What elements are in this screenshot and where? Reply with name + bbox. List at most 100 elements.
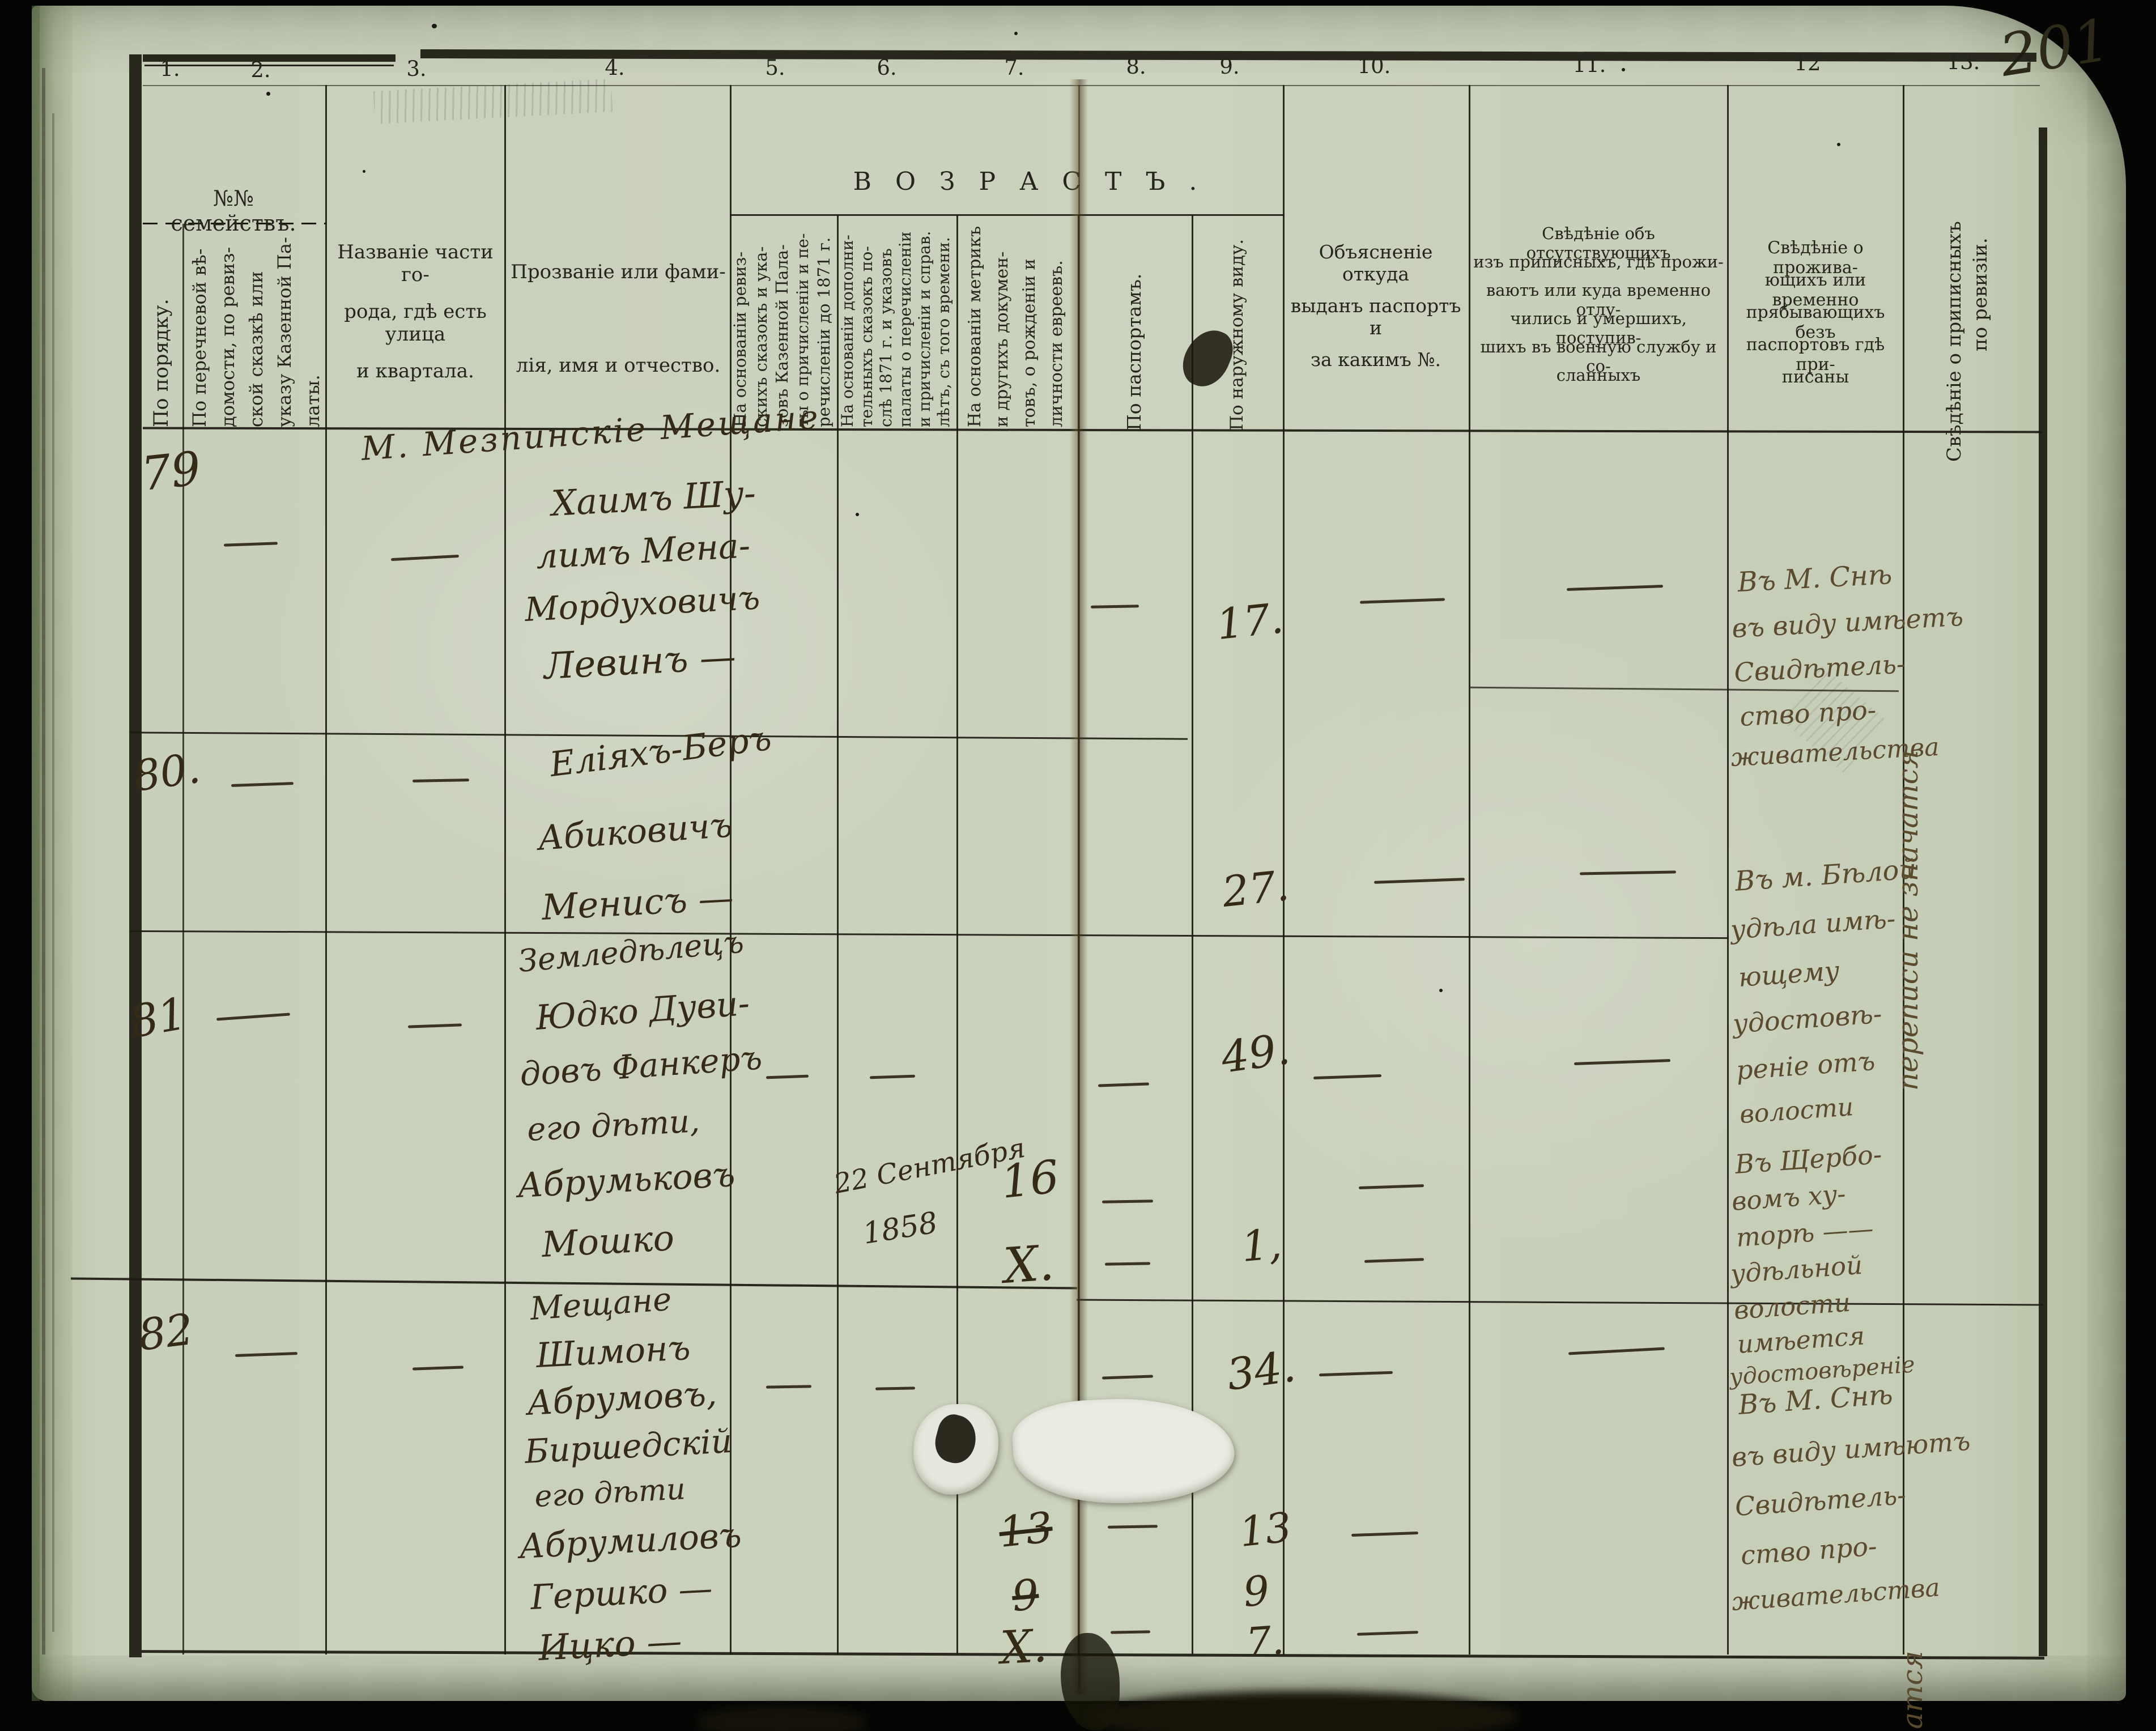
speck [856,513,859,516]
table-line [182,224,184,1655]
table-line [1469,85,1470,1655]
header-col5-line: речисленіи до 1871 г. [814,237,834,427]
col-number-9: 9. [1219,54,1240,79]
record-81-age-col7: 16 [998,1150,1062,1209]
header-col4-line: Прозваніе или фами- [511,261,726,283]
record-82-age-col9: 34. [1223,1341,1299,1400]
speck [432,24,437,28]
header-col7-line: и другихъ докумен- [992,251,1012,427]
col-number-13: 13. [1946,50,1980,74]
record-82-age-col7-struck: 13 [997,1503,1055,1557]
table-line [837,215,839,1655]
table-line [730,85,732,1655]
record-81-name-line: Мошко [541,1217,675,1265]
header-col4-line: лія, имя и отчество. [516,354,721,377]
header-families-group: №№ семействъ. [171,186,296,236]
header-col6-line: лѣтъ, съ того времени. [934,237,953,427]
header-col2-line: латы. [302,375,324,427]
col-number-2: 2. [250,58,271,82]
record-81-number: 81 [126,988,190,1048]
header-col12-line: паспортовъ гдѣ при- [1746,335,1885,375]
col-number-1: 1. [160,57,180,81]
header-col11-line: ваютъ или куда временно отлу- [1486,280,1711,319]
header-col5-line: зовъ Казенной Пала- [772,244,792,427]
header-col5-line: скихъ сказокъ и ука- [751,246,771,427]
col-number-7: 7. [1004,56,1024,80]
header-col2-line: указу Казенной Па- [274,237,295,427]
header-col13-line: Свѣдѣніе о приписныхъ [1943,221,1966,462]
record-82-age-col9: 7. [1244,1617,1286,1666]
record-82-age-col9: 9 [1241,1566,1272,1616]
col-number-8: 8. [1126,54,1146,79]
record-80-age-col9: 27. [1220,861,1292,917]
speck [266,92,270,96]
table-line [144,65,394,66]
record-81-x-mark: X. [1002,1235,1056,1295]
record-82-name-line: Шимонъ [535,1328,692,1376]
header-col1-rotated: По порядку. [150,299,173,427]
record-82-age-col7-struck: 9 [1010,1570,1041,1621]
col-number-10: 10. [1357,54,1391,78]
col-number-5: 5. [765,56,785,80]
table-line [325,85,327,1655]
header-col5-line: На основаніи ревиз- [730,251,750,427]
header-col7-line: личности евреевъ. [1047,260,1066,427]
col-number-11: 11. [1572,53,1606,77]
header-col8-rotated: По паспортамъ. [1123,273,1145,431]
table-line [730,214,1284,216]
header-col12-line: Свѣдѣніе о прожива- [1767,238,1864,278]
speck [1439,989,1443,992]
header-col6-line: палаты о перечисленіи [896,231,915,428]
table-line [143,54,396,62]
header-col11-line: изъ приписныхъ, гдѣ прожи- [1473,252,1724,271]
header-age-group: ВОЗРАСТЪ. [853,167,1221,196]
record-82-note13-rotated: переписи не значатся [1896,1651,1929,1731]
header-col3-line: Названіе части го- [337,241,494,286]
header-col3-line: и квартала. [356,360,474,382]
speck [1622,68,1625,71]
table-line [1727,85,1729,1655]
book-gutter-crease [1078,85,1080,1689]
table-line [2039,127,2047,1656]
bottom-edge-shadow [1088,1691,1519,1731]
header-col3-line: рода, гдѣ есть улица [344,300,487,346]
speck [1837,143,1840,146]
header-col7-line: товъ, о рожденіи и [1019,258,1039,427]
header-col9-rotated: По наружному виду. [1227,239,1247,431]
header-col2-line: ской сказкѣ или [245,271,267,427]
record-80-number: 80. [130,743,203,801]
col-number-4: 4. [605,56,625,80]
record-81-age-col9: 49. [1218,1023,1293,1083]
header-col7-line: На основаніи метрикъ [965,226,985,427]
record-82-number: 82 [135,1303,196,1360]
header-col6-line: тельныхъ сказокъ по- [857,246,876,427]
speck [1014,32,1018,35]
header-col6-line: На основаніи дополни- [838,235,857,427]
record-79-note13-rotated: переписи не значатся [1891,750,1924,1091]
record-81-age-col9-child: 1, [1239,1219,1284,1271]
header-col11-line: сланныхъ [1556,365,1641,385]
record-82-x-mark: X. [999,1619,1049,1674]
header-col5-line: ты о причисленіи и пе- [793,233,812,427]
table-line [129,54,142,1657]
header-col11-line: шихъ въ военную службу и со- [1480,337,1717,376]
header-col10-line: Объясненіе откуда [1319,241,1433,285]
table-line [143,223,326,224]
header-col13-line: по ревизіи. [1969,237,1992,351]
header-col10-line: за какимъ №. [1311,348,1441,371]
header-col6-line: слѣ 1871 г. и указовъ [877,248,895,427]
col-number-6: 6. [877,56,897,80]
record-79-age-col9: 17. [1214,594,1286,649]
record-82-name-line: Ицко — [537,1619,683,1669]
header-col10-line: выданъ паспортъ и [1290,295,1461,339]
header-col2-line: домости, по ревиз- [217,246,239,427]
table-line [956,215,958,1655]
page-stack-line [42,68,45,1655]
header-col12-line: прябывающихъ безъ [1746,303,1885,342]
speck [363,170,365,173]
header-col2-line: По перечневой вѣ- [189,248,210,427]
header-col11-line: Свѣдѣніе объ отсутствующихъ [1526,224,1671,262]
header-col12-line: писаны [1781,367,1849,387]
header-col6-line: и причисленіи и справ. [915,231,934,427]
